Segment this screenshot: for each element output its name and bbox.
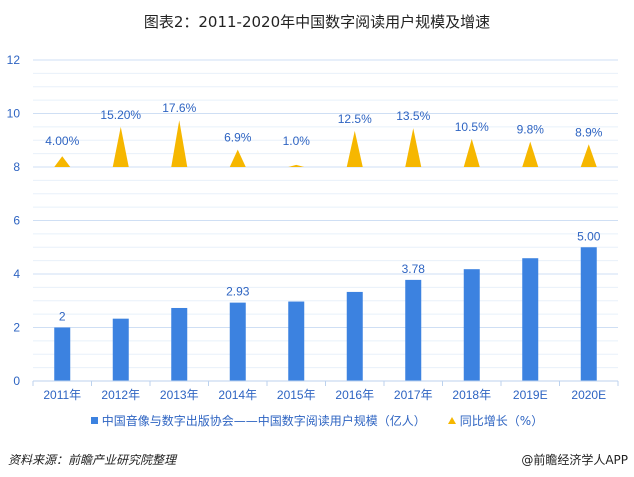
x-tick-label: 2013年 — [160, 388, 199, 402]
growth-marker — [405, 128, 422, 167]
growth-data-label: 9.8% — [517, 123, 545, 137]
growth-data-label: 13.5% — [396, 109, 430, 123]
growth-marker — [580, 144, 597, 167]
y-tick-label: 12 — [7, 53, 21, 67]
growth-data-label: 6.9% — [224, 131, 252, 145]
growth-data-label: 1.0% — [283, 134, 311, 148]
y-tick-label: 0 — [13, 374, 20, 388]
bar-legend-label: 中国音像与数字出版协会——中国数字阅读用户规模（亿人） — [101, 414, 426, 428]
bar-series: 2 2.93 3.78 5.00 — [54, 229, 601, 381]
bar — [229, 302, 246, 381]
bar — [171, 307, 188, 381]
bar — [522, 258, 539, 381]
x-tick-label: 2014年 — [218, 388, 257, 402]
legend: 中国音像与数字出版协会——中国数字阅读用户规模（亿人） 同比增长（%） — [0, 412, 634, 429]
growth-data-label: 12.5% — [338, 112, 372, 126]
x-tick-label: 2011年 — [43, 388, 81, 402]
growth-data-label: 17.6% — [162, 101, 196, 115]
y-tick-label: 2 — [13, 321, 20, 335]
x-tick-label: 2017年 — [394, 388, 433, 402]
growth-data-label: 15.20% — [100, 108, 141, 122]
y-tick-label: 8 — [13, 160, 20, 174]
growth-data-label: 4.00% — [45, 134, 79, 148]
y-tick-label: 6 — [13, 214, 20, 228]
bar-data-label: 2 — [59, 310, 66, 324]
growth-marker — [346, 130, 363, 167]
growth-data-label: 8.9% — [575, 125, 603, 139]
x-tick-label: 2019E — [513, 388, 548, 402]
growth-marker — [112, 126, 129, 167]
bar-data-label: 3.78 — [402, 262, 426, 276]
growth-marker — [522, 141, 539, 167]
grid-lines — [33, 59, 618, 369]
growth-series: 4.00% 15.20% 17.6% 6.9% 1.0% 12.5% 13.5% 10.5% 9… — [45, 101, 603, 167]
bar — [54, 327, 71, 381]
bar — [112, 318, 129, 381]
bar — [346, 291, 363, 381]
bar-data-label: 2.93 — [226, 285, 250, 299]
x-tick-label: 2018年 — [452, 388, 491, 402]
growth-marker — [229, 149, 246, 167]
chart-title: 图表2：2011-2020年中国数字阅读用户规模及增速 — [143, 13, 491, 31]
y-tick-label: 10 — [7, 107, 21, 121]
bar — [405, 279, 422, 381]
growth-marker — [463, 138, 480, 167]
line-legend-label: 同比增长（%） — [459, 414, 544, 428]
x-tick-label: 2015年 — [277, 388, 316, 402]
x-tick-label: 2020E — [571, 388, 606, 402]
growth-marker — [54, 156, 71, 167]
y-tick-label: 4 — [13, 267, 20, 281]
credit-note: @前瞻经济学人APP — [521, 453, 628, 467]
bar-legend-swatch-icon — [90, 417, 98, 424]
x-tick-label: 2016年 — [335, 388, 374, 402]
source-note: 资料来源：前瞻产业研究院整理 — [8, 453, 177, 467]
triangle-legend-swatch-icon — [447, 417, 456, 424]
x-axis: 2011年 2012年 2013年 2014年 2015年 2016年 2017年 2018年… — [32, 380, 619, 402]
x-tick-label: 2012年 — [101, 388, 140, 402]
y-axis: 0 2 4 6 8 10 12 — [7, 53, 21, 388]
growth-marker — [171, 120, 188, 167]
growth-data-label: 10.5% — [455, 120, 489, 134]
bar — [288, 301, 305, 381]
bar-data-label: 5.00 — [577, 229, 601, 243]
bar — [463, 269, 480, 381]
chart-plot: 0 2 4 6 8 10 12 2 2.93 3.78 5.00 4.00% 15.20% 17.6%… — [7, 53, 619, 402]
growth-marker — [288, 164, 305, 167]
bar — [580, 247, 597, 381]
